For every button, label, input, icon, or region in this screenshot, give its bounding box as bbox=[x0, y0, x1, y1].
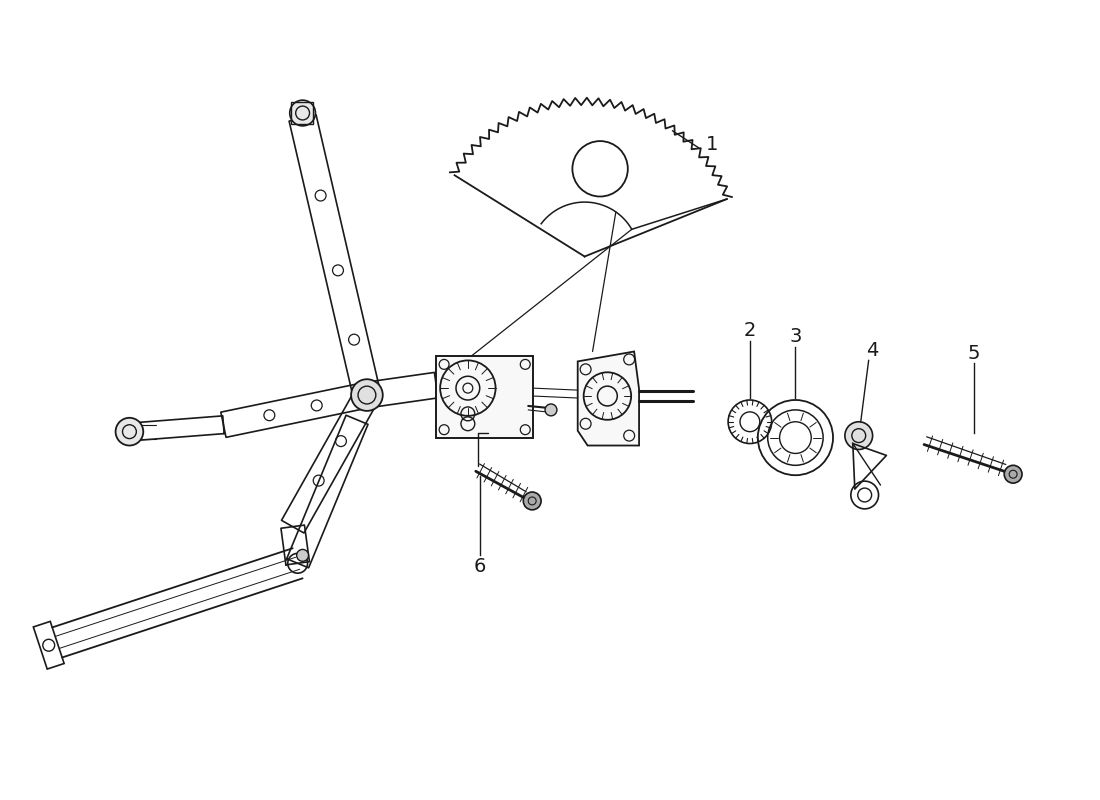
Circle shape bbox=[289, 100, 316, 126]
Text: 6: 6 bbox=[474, 557, 486, 576]
Circle shape bbox=[351, 379, 383, 411]
Polygon shape bbox=[578, 351, 639, 446]
Text: 5: 5 bbox=[967, 344, 980, 363]
Bar bbox=[437, 357, 534, 438]
Text: 2: 2 bbox=[744, 322, 756, 340]
Circle shape bbox=[1004, 466, 1022, 483]
Text: 1: 1 bbox=[706, 135, 718, 154]
Circle shape bbox=[116, 418, 143, 446]
Bar bbox=[290, 102, 312, 124]
Circle shape bbox=[845, 422, 872, 450]
Circle shape bbox=[297, 550, 308, 562]
Circle shape bbox=[524, 492, 541, 510]
Text: 3: 3 bbox=[789, 327, 802, 346]
Text: 4: 4 bbox=[867, 341, 879, 360]
Circle shape bbox=[546, 404, 557, 416]
